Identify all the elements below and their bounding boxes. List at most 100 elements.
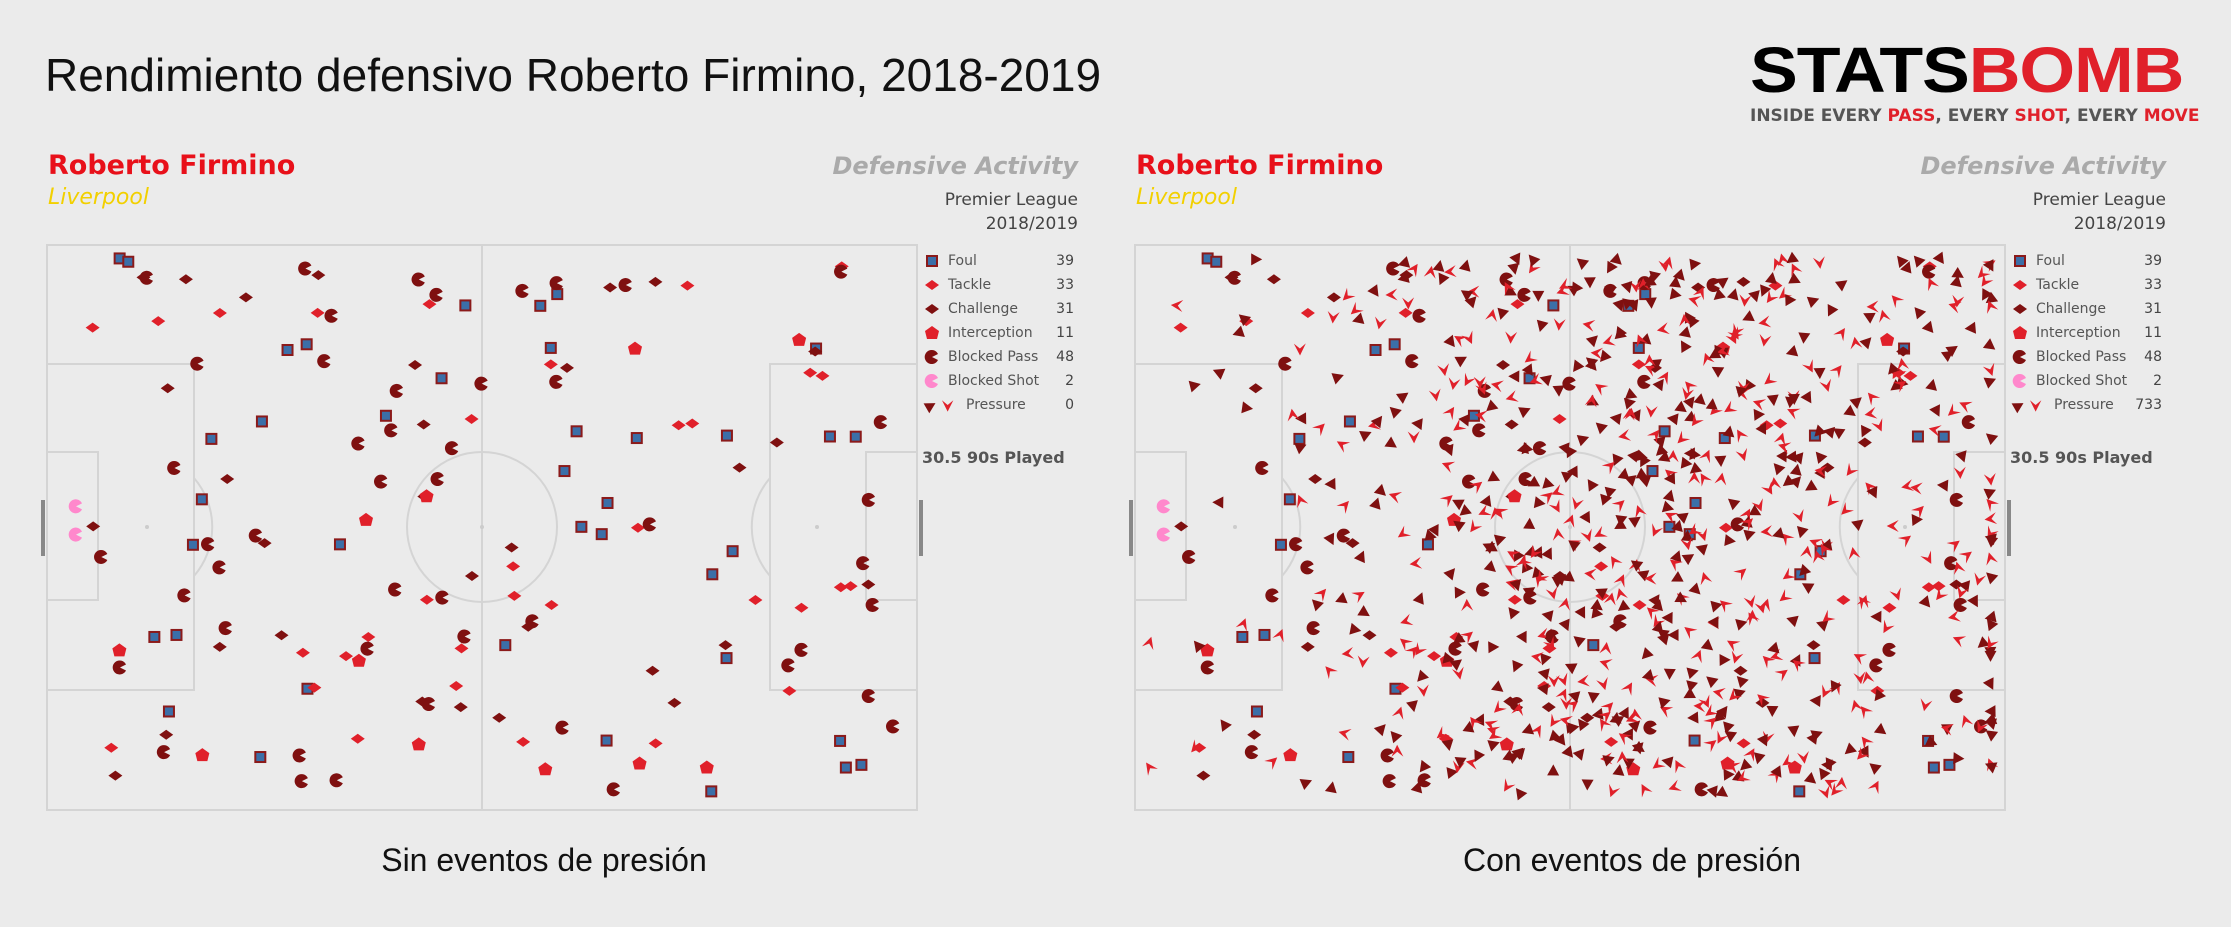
blocked-pass-mark	[885, 719, 900, 734]
pressure-mark	[1848, 546, 1861, 560]
challenge-mark	[648, 276, 663, 287]
challenge-mark	[1196, 770, 1211, 781]
pressure-mark	[1803, 771, 1817, 784]
tackle-mark	[630, 522, 645, 533]
legend-item: Blocked Shot 2	[922, 369, 1080, 393]
interception-mark	[112, 643, 127, 657]
pressure-mark	[1325, 666, 1338, 680]
blocked-pass-mark	[1386, 261, 1400, 276]
tackle-mark	[422, 299, 437, 310]
pressure-mark	[1890, 379, 1903, 391]
pressure-mark	[1506, 753, 1520, 764]
blocked-pass-mark	[421, 697, 436, 712]
pressure-mark	[1442, 406, 1455, 421]
pressure-mark	[1682, 386, 1694, 400]
pressure-mark	[1789, 463, 1802, 476]
pressure-mark	[1512, 659, 1524, 673]
pressure-mark	[1843, 404, 1856, 417]
pressure-mark	[1761, 481, 1773, 495]
pressure-mark	[1684, 627, 1698, 640]
pressure-mark	[1977, 719, 1989, 733]
blocked-pass-mark	[1306, 621, 1320, 636]
pressure-mark	[1689, 462, 1703, 474]
pressure-mark	[1585, 335, 1598, 348]
blocked-pass-mark	[781, 658, 795, 673]
legend-label: Blocked Pass	[2036, 349, 2127, 365]
tackle-mark	[419, 594, 434, 605]
blocked-pass-mark	[1300, 560, 1314, 575]
blocked-pass-mark	[190, 356, 204, 371]
pressure-mark	[1618, 733, 1633, 746]
blocked-pass-mark	[1182, 549, 1196, 564]
interception-icon	[2013, 326, 2027, 339]
interception-mark	[195, 748, 210, 762]
pressure-mark	[1759, 333, 1772, 347]
pressure-mark	[1504, 282, 1516, 296]
tackle-mark	[1921, 582, 1936, 593]
blocked-pass-mark	[1499, 272, 1513, 287]
foul-mark	[849, 430, 862, 443]
pressure-mark	[1864, 406, 1878, 419]
blocked-shot-mark	[68, 499, 82, 514]
blocked-pass-mark	[373, 474, 388, 489]
foul-mark	[1927, 761, 1940, 774]
pressure-mark	[1663, 668, 1676, 680]
pressure-mark	[1505, 331, 1518, 344]
pressure-mark	[1661, 500, 1675, 513]
tackle-mark	[1631, 359, 1646, 370]
pressure-mark	[1846, 462, 1859, 476]
legend-value: 31	[1056, 301, 1074, 317]
pressure-mark	[1986, 572, 1999, 585]
foul-mark	[575, 520, 588, 533]
blocked-pass-mark	[430, 472, 444, 487]
pressure-mark	[1336, 441, 1351, 453]
pressure-mark	[1911, 514, 1924, 527]
pressure-mark	[1844, 742, 1857, 755]
foul-mark	[162, 705, 175, 718]
pressure-mark	[1437, 363, 1449, 377]
challenge-mark	[178, 274, 193, 285]
pressure-mark	[1680, 529, 1693, 542]
pressure-mark	[1982, 677, 1994, 690]
pressure-mark	[1604, 286, 1617, 298]
blocked-pass-mark	[384, 423, 398, 438]
pressure-mark	[1813, 550, 1825, 564]
legend-value: 39	[1056, 253, 1074, 269]
pressure-mark	[1373, 724, 1386, 737]
pressure-mark	[1961, 714, 1974, 729]
legend-item: Tackle 33	[922, 273, 1080, 297]
foul-mark	[170, 628, 183, 641]
tackle-mark	[1931, 581, 1946, 592]
challenge-mark	[1174, 521, 1189, 532]
pressure-mark	[1680, 340, 1692, 353]
foul-mark	[1236, 630, 1249, 643]
pressure-mark	[1744, 379, 1757, 392]
six-yard-box-right	[1953, 451, 2006, 601]
pressure-mark	[1833, 327, 1845, 342]
pressure-mark	[1488, 641, 1500, 654]
pressure-mark	[1454, 586, 1466, 599]
pressure-mark	[1886, 520, 1899, 533]
pressure-mark	[1743, 594, 1756, 608]
page-title: Rendimiento defensivo Roberto Firmino, 2…	[45, 49, 1102, 101]
blocked-pass-mark	[525, 614, 539, 629]
pressure-mark	[1560, 697, 1573, 710]
pressure-mark	[1448, 377, 1461, 391]
pressure-mark	[1797, 751, 1809, 764]
blocked-pass-mark	[1412, 308, 1426, 323]
pressure-mark	[1412, 592, 1424, 605]
pressure-mark	[1928, 277, 1940, 292]
foul-icon	[926, 255, 938, 267]
pressure-mark	[1819, 378, 1831, 392]
legend-value: 2	[2153, 373, 2162, 389]
pressure-mark	[1428, 388, 1441, 402]
legend-item: Foul 39	[2010, 249, 2168, 273]
blocked-pass-icon	[2012, 350, 2026, 364]
pressure-mark	[1727, 498, 1741, 511]
pressure-mark	[1686, 667, 1699, 680]
pressure-mark	[1597, 711, 1611, 725]
legend: Foul 39 Tackle 33 Challenge 31 Interception 11 B…	[922, 249, 1080, 417]
pressure-mark	[1786, 615, 1799, 628]
foul-mark	[255, 415, 268, 428]
tackle-mark	[104, 742, 119, 753]
